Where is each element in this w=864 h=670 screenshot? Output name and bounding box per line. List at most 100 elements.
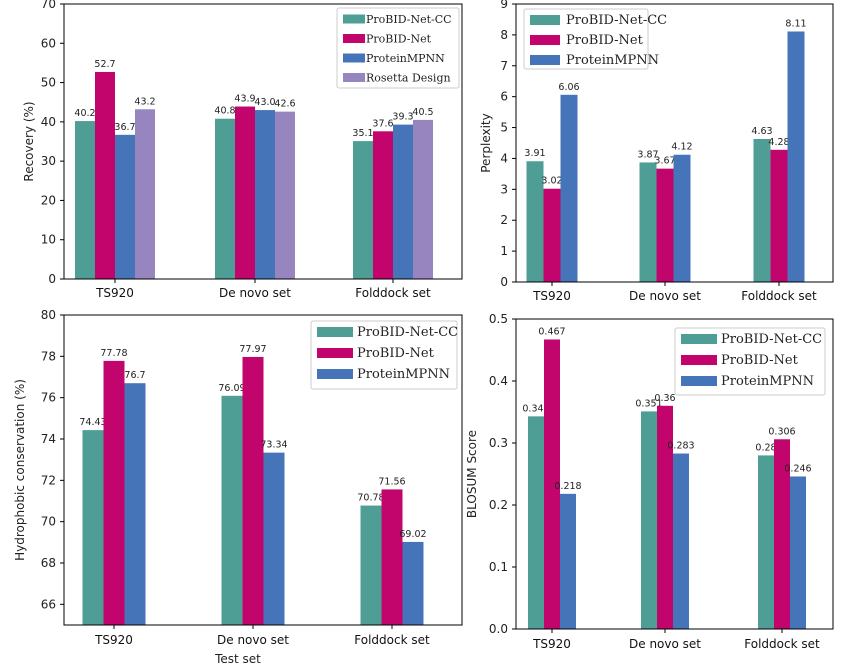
data-label: 40.8 <box>214 106 235 117</box>
bar-3-3-1 <box>124 383 146 625</box>
data-label: 73.34 <box>260 440 287 451</box>
legend-swatch <box>530 55 560 65</box>
legend: ProBID-Net-CC ProBID-Net ProteinMPNN <box>523 8 667 70</box>
data-label: 76.7 <box>124 370 145 381</box>
legend-label: ProBID-Net-CC <box>566 13 667 28</box>
bar-4-2-3 <box>774 439 790 629</box>
legend-label: ProBID-Net-CC <box>357 325 458 340</box>
bar-2-1-2 <box>639 162 657 282</box>
bar-3-3-2 <box>263 452 285 625</box>
bar-4-3-1 <box>560 493 576 629</box>
y-tick-label: 8 <box>500 28 508 42</box>
axes-frame <box>63 314 463 626</box>
axes-frame <box>515 318 834 630</box>
x-category-label: TS920 <box>95 286 134 300</box>
data-label: 52.7 <box>94 59 115 70</box>
y-tick-label: 20 <box>41 193 56 207</box>
legend-swatch <box>530 15 560 25</box>
data-label: 0.218 <box>554 481 581 492</box>
x-category-label: De novo set <box>217 633 289 647</box>
x-category-label: Folddock set <box>355 286 431 300</box>
legend: ProBID-Net-CC ProBID-Net ProteinMPNN <box>674 327 826 396</box>
data-label: 3.91 <box>524 148 545 159</box>
data-label: 6.06 <box>558 82 579 93</box>
bar-3-1-2 <box>221 395 243 625</box>
bar-1-4-2 <box>275 111 295 280</box>
y-tick-label: 3 <box>500 182 508 196</box>
data-label: 40.2 <box>74 108 95 119</box>
bar-4-1-1 <box>528 416 544 629</box>
y-tick-label: 10 <box>41 233 56 247</box>
data-label: 77.97 <box>239 344 266 355</box>
x-category-label: Folddock set <box>744 637 820 651</box>
y-tick-label: 0.0 <box>489 622 508 636</box>
data-label: 0.467 <box>538 326 565 337</box>
bar-4-2-1 <box>544 339 560 629</box>
legend-label: ProteinMPNN <box>721 374 814 389</box>
y-tick-label: 1 <box>500 244 508 258</box>
legend-label: ProteinMPNN <box>366 52 445 65</box>
bar-2-3-3 <box>787 31 805 282</box>
y-tick-label: 50 <box>41 76 56 90</box>
legend-label: ProBID-Net <box>721 353 799 368</box>
y-tick-label: 72 <box>41 473 56 487</box>
bar-2-3-1 <box>560 94 578 283</box>
bar-3-1-1 <box>82 430 104 625</box>
x-category-label: De novo set <box>219 286 291 300</box>
y-tick-label: 0.4 <box>489 374 508 388</box>
y-tick-label: 76 <box>41 391 56 405</box>
y-tick-label: 6 <box>500 90 508 104</box>
y-tick-label: 70 <box>41 0 56 11</box>
y-tick-label: 70 <box>41 515 56 529</box>
bar-4-3-2 <box>673 453 689 629</box>
data-label: 4.12 <box>671 142 692 153</box>
data-label: 74.43 <box>79 417 106 428</box>
x-category-label: Folddock set <box>354 633 430 647</box>
x-category-label: De novo set <box>629 637 701 651</box>
legend-label: ProBID-Net <box>566 33 644 48</box>
data-label: 39.3 <box>392 112 413 123</box>
bar-3-1-3 <box>360 505 382 625</box>
legend-label: ProBID-Net-CC <box>366 13 452 26</box>
legend-swatch <box>343 14 365 24</box>
legend-swatch <box>681 355 717 365</box>
bar-3-2-3 <box>381 489 403 625</box>
data-label: 3.67 <box>654 156 675 167</box>
bar-1-1-3 <box>353 141 373 279</box>
bar-4-3-3 <box>790 476 806 629</box>
legend-label: ProBID-Net <box>357 346 435 361</box>
y-tick-label: 0 <box>500 275 508 289</box>
data-label: 40.5 <box>412 107 433 118</box>
data-label: 4.28 <box>768 137 789 148</box>
data-label: 3.02 <box>541 176 562 187</box>
data-label: 0.343 <box>522 403 549 414</box>
legend-swatch <box>343 34 365 43</box>
data-label: 43.0 <box>254 97 275 108</box>
data-label: 4.63 <box>751 126 772 137</box>
bar-4-1-2 <box>641 411 657 629</box>
legend-swatch <box>343 53 365 63</box>
y-tick-label: 0.3 <box>489 436 508 450</box>
chart-panel-4: 0.343 0.351 0.28 0.467 0.36 0.306 0.218 0.283 0.… <box>465 312 834 651</box>
y-tick-label: 30 <box>41 154 56 168</box>
legend-label: ProteinMPNN <box>566 53 659 68</box>
bar-2-1-3 <box>753 138 771 282</box>
bar-1-2-3 <box>373 131 393 279</box>
chart-panel-2: 3.91 3.87 4.63 3.02 3.67 4.28 6.06 4.12 8.11 0 1 2 3… <box>479 0 834 303</box>
legend-swatch <box>317 369 353 379</box>
y-tick-label: 5 <box>500 121 508 135</box>
bar-1-2-1 <box>95 71 115 279</box>
legend-swatch <box>317 348 353 358</box>
axes-frame <box>63 3 463 280</box>
data-label: 77.78 <box>100 348 127 359</box>
legend: ProBID-Net-CC ProBID-Net ProteinMPNN Rosett… <box>336 7 460 89</box>
data-label: 35.1 <box>352 128 373 139</box>
bar-4-1-3 <box>758 455 774 629</box>
data-label: 37.6 <box>372 118 393 129</box>
y-axis-title: Recovery (%) <box>22 101 36 181</box>
data-label: 43.9 <box>234 94 255 105</box>
legend-frame <box>336 7 460 89</box>
bar-2-1-1 <box>526 161 544 282</box>
data-label: 0.351 <box>635 398 662 409</box>
